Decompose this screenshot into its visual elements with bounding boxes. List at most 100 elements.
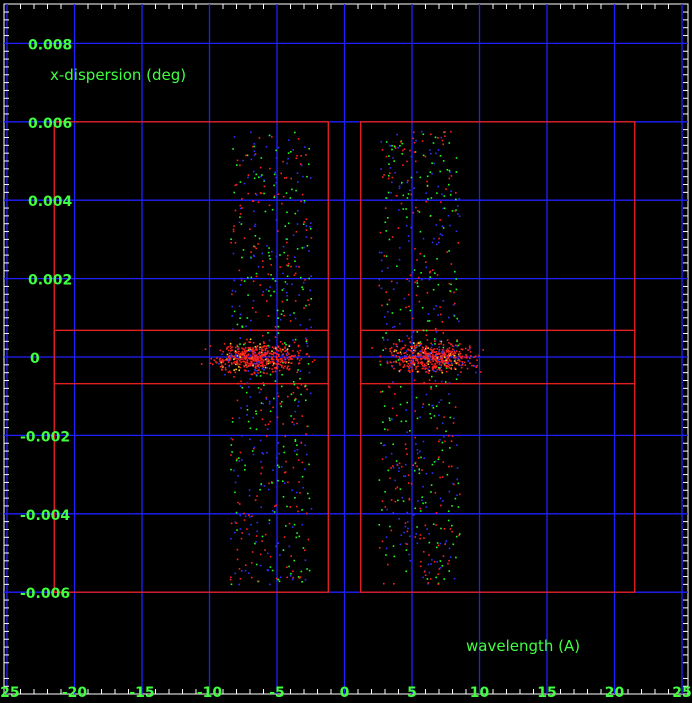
cluster-point <box>430 342 432 345</box>
cluster-point <box>306 353 309 355</box>
event-point <box>250 276 253 279</box>
cluster-point <box>445 359 447 361</box>
cluster-point <box>243 356 246 359</box>
event-point <box>305 433 307 435</box>
event-point <box>294 397 297 400</box>
cluster-point <box>482 349 484 351</box>
event-point <box>386 429 389 431</box>
event-point <box>458 320 460 323</box>
event-point <box>450 440 453 442</box>
cluster-point <box>404 344 407 347</box>
event-point <box>436 561 438 563</box>
event-point <box>438 456 440 458</box>
event-point <box>406 181 408 184</box>
event-point <box>294 317 297 320</box>
cluster-point <box>227 349 230 352</box>
event-point <box>441 234 444 237</box>
event-point <box>449 528 452 530</box>
event-point <box>457 506 460 508</box>
event-point <box>396 133 398 136</box>
event-point <box>247 572 250 574</box>
cluster-point <box>443 352 446 354</box>
event-point <box>285 176 288 179</box>
y-tick-label: 0 <box>30 351 40 367</box>
event-point <box>395 487 397 490</box>
event-point <box>234 209 237 212</box>
event-point <box>256 521 259 524</box>
event-point <box>437 366 440 369</box>
event-point <box>447 434 450 437</box>
cluster-point <box>221 353 223 356</box>
event-point <box>301 461 304 464</box>
event-point <box>421 140 424 142</box>
event-point <box>284 435 287 438</box>
event-point <box>300 200 302 203</box>
event-point <box>391 181 393 184</box>
cluster-point <box>468 348 471 350</box>
event-point <box>301 581 303 583</box>
event-point <box>396 464 399 467</box>
event-point <box>450 130 452 133</box>
event-point <box>427 369 430 372</box>
event-point <box>263 485 266 487</box>
event-point <box>404 525 407 528</box>
event-point <box>378 479 381 481</box>
event-point <box>395 345 398 347</box>
event-point <box>284 342 286 344</box>
cluster-point <box>219 360 221 363</box>
cluster-point <box>248 365 250 367</box>
cluster-point <box>470 355 472 357</box>
cluster-point <box>258 351 261 353</box>
event-point <box>253 245 255 248</box>
cluster-point <box>426 339 429 341</box>
cluster-point <box>456 359 459 362</box>
event-point <box>430 484 433 486</box>
event-point <box>413 151 416 154</box>
event-point <box>448 177 451 180</box>
event-point <box>276 392 279 394</box>
event-point <box>391 365 394 368</box>
cluster-point <box>286 350 288 352</box>
event-point <box>285 192 288 194</box>
event-point <box>248 489 251 491</box>
event-point <box>439 219 441 221</box>
x-tick-label: -20 <box>62 685 88 698</box>
event-point <box>278 580 281 583</box>
cluster-point <box>393 367 395 370</box>
cluster-point <box>476 359 478 361</box>
event-point <box>399 145 401 147</box>
cluster-point <box>242 358 244 360</box>
event-point <box>385 230 387 232</box>
cluster-point <box>277 366 279 368</box>
cluster-point <box>455 344 457 347</box>
event-point <box>413 379 416 382</box>
event-point <box>441 225 444 227</box>
cluster-point <box>277 362 279 365</box>
event-point <box>308 569 311 572</box>
event-point <box>252 145 254 148</box>
event-point <box>290 177 292 180</box>
cluster-point <box>399 357 402 360</box>
cluster-point <box>276 348 279 351</box>
cluster-point <box>281 364 283 367</box>
event-point <box>417 276 420 279</box>
cluster-point <box>243 369 246 372</box>
plot-border <box>3 3 689 695</box>
event-point <box>440 136 443 139</box>
cluster-point <box>408 337 410 340</box>
event-point <box>260 506 262 508</box>
event-point <box>239 514 241 517</box>
cluster-point <box>450 360 452 362</box>
cluster-point <box>411 370 414 372</box>
event-point <box>281 300 284 303</box>
event-point <box>306 175 308 178</box>
cluster-point <box>438 363 441 366</box>
event-point <box>278 369 281 372</box>
cluster-point <box>432 349 434 351</box>
y-tick-label: 0.004 <box>28 194 73 210</box>
event-point <box>294 399 296 402</box>
event-point <box>286 162 288 165</box>
event-point <box>410 336 413 338</box>
event-point <box>299 576 301 578</box>
event-point <box>294 440 297 442</box>
